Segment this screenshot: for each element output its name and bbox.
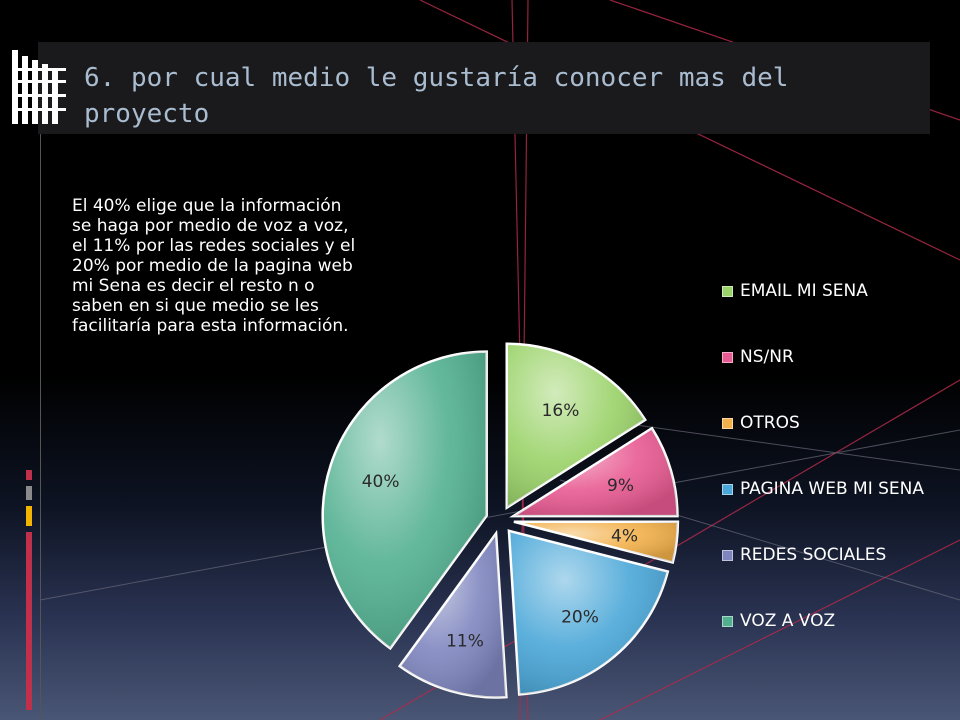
- legend-swatch: [722, 616, 733, 627]
- pie-slice-labels: 16% 9% 4% 20% 11% 40%: [362, 401, 638, 652]
- summary-text: El 40% elige que la información se haga …: [72, 196, 356, 336]
- pie-slice-label: 20%: [561, 608, 599, 628]
- legend-item: EMAIL MI SENA: [722, 278, 952, 304]
- pie-slice-redes-sociales: [397, 529, 508, 699]
- legend-swatch: [722, 286, 733, 297]
- legend-label: PAGINA WEB MI SENA: [740, 479, 925, 499]
- left-accent-marks: [26, 470, 34, 710]
- legend-item: OTROS: [722, 410, 952, 436]
- legend-item: PAGINA WEB MI SENA: [722, 476, 952, 502]
- deco-line: [39, 429, 960, 601]
- legend-label: NS/NR: [740, 347, 794, 367]
- pie-slice-label: 9%: [607, 476, 634, 496]
- legend-label: VOZ A VOZ: [740, 611, 836, 631]
- accent-mark-yellow: [26, 506, 32, 526]
- pie-slice-voz-a-voz: [321, 350, 488, 651]
- legend-item: VOZ A VOZ: [722, 608, 952, 634]
- pie-slice-gloss: [513, 428, 678, 517]
- legend-item: REDES SOCIALES: [722, 542, 952, 568]
- pie-slice-email-mi-sena: [505, 342, 647, 511]
- pie-slice-gloss: [513, 521, 678, 563]
- deco-line: [599, 539, 960, 720]
- legend-label: OTROS: [740, 413, 800, 433]
- pie-slice-ns-nr: [509, 426, 679, 518]
- pie-slice-label: 40%: [362, 472, 400, 492]
- pie-slice-gloss: [506, 343, 646, 508]
- slide-title: 6. por cual medio le gustaría conocer ma…: [84, 63, 789, 129]
- accent-mark-gray: [26, 486, 32, 500]
- pie-slice-label: 16%: [542, 401, 580, 421]
- pie-slice-otros: [513, 520, 680, 565]
- pie-slice-label: 11%: [446, 632, 484, 652]
- deco-line: [599, 419, 960, 471]
- legend-swatch: [722, 352, 733, 363]
- pie-slice-gloss: [399, 533, 507, 698]
- legend-swatch: [722, 484, 733, 495]
- pie-slice-gloss: [508, 530, 668, 695]
- accent-mark-red: [26, 470, 32, 480]
- pie-slice-gloss: [322, 351, 487, 649]
- legend-label: EMAIL MI SENA: [740, 281, 868, 301]
- accent-mark-red-long: [26, 532, 32, 710]
- legend-label: REDES SOCIALES: [740, 545, 887, 565]
- title-accent-icon: [12, 50, 66, 124]
- pie-slice-label: 4%: [611, 527, 638, 547]
- legend-item: NS/NR: [722, 344, 952, 370]
- title-bar: [38, 42, 930, 134]
- pie-slices: [321, 342, 680, 699]
- left-vertical-rule: [40, 134, 41, 720]
- pie-slice-pagina-web-mi-sena: [507, 529, 670, 696]
- legend-swatch: [722, 550, 733, 561]
- legend-swatch: [722, 418, 733, 429]
